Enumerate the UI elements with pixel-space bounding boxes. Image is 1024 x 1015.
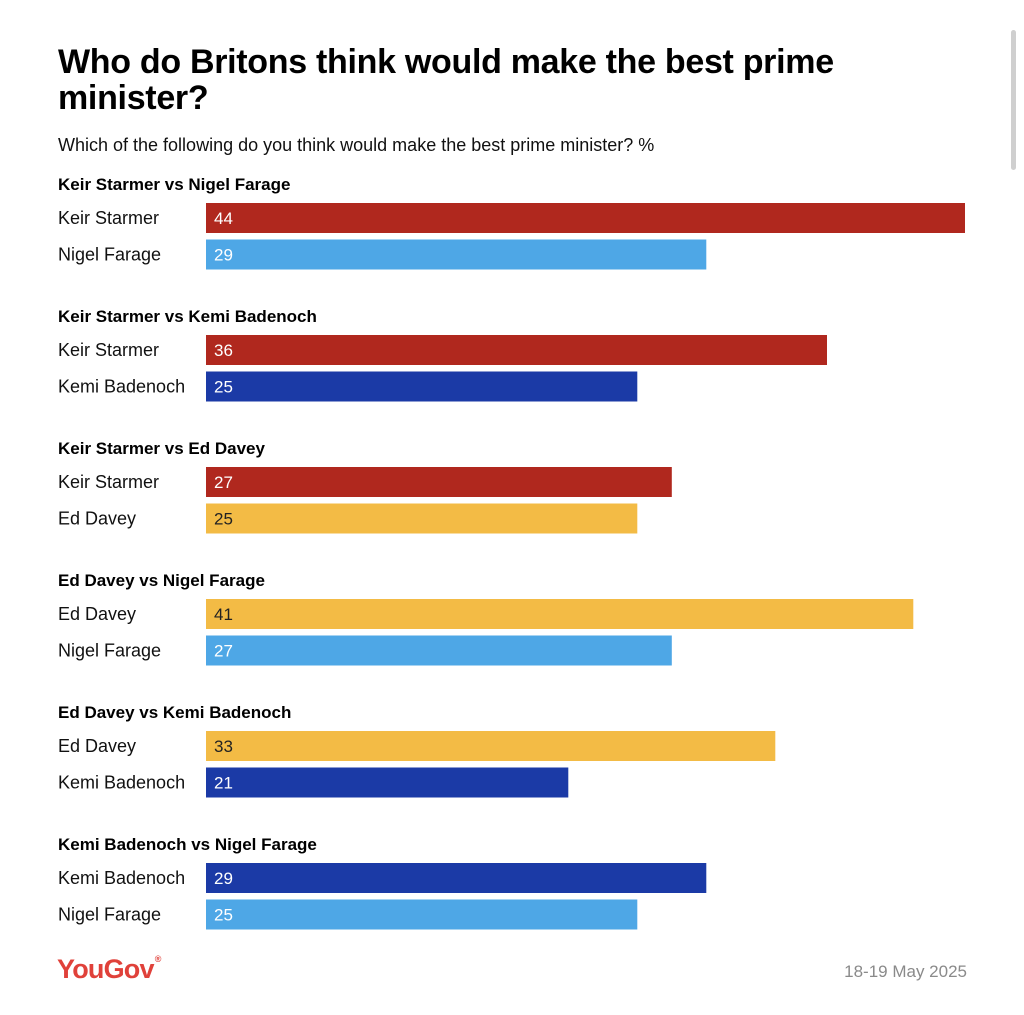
bar-value-label: 27 <box>214 642 233 661</box>
group-title: Keir Starmer vs Nigel Farage <box>58 175 290 194</box>
group-title: Keir Starmer vs Kemi Badenoch <box>58 307 317 326</box>
bar-value-label: 27 <box>214 473 233 492</box>
logo-text: YouGov <box>57 954 155 984</box>
bar <box>206 899 638 930</box>
scrollbar-thumb[interactable] <box>1011 30 1016 170</box>
chart-subtitle: Which of the following do you think woul… <box>58 135 655 155</box>
bar-category-label: Ed Davey <box>58 604 136 624</box>
fieldwork-date: 18-19 May 2025 <box>844 962 967 981</box>
bar-value-label: 25 <box>214 378 233 397</box>
bar-value-label: 25 <box>214 906 233 925</box>
bar-category-label: Nigel Farage <box>58 245 161 265</box>
bar-value-label: 44 <box>214 209 233 228</box>
bar <box>206 503 638 534</box>
logo-registered-mark: ® <box>154 954 162 964</box>
group-title: Ed Davey vs Kemi Badenoch <box>58 703 291 722</box>
bar-category-label: Ed Davey <box>58 736 136 756</box>
chart-title: Who do Britons think would make the best… <box>58 43 834 117</box>
bar-category-label: Keir Starmer <box>58 208 159 228</box>
bar <box>206 731 776 761</box>
bar-value-label: 33 <box>214 737 233 756</box>
yougov-logo: YouGov® <box>57 954 161 985</box>
bar <box>206 863 707 893</box>
bar-category-label: Nigel Farage <box>58 641 161 661</box>
bar-category-label: Kemi Badenoch <box>58 868 185 888</box>
bar-category-label: Keir Starmer <box>58 472 159 492</box>
bar-value-label: 21 <box>214 774 233 793</box>
bar-value-label: 36 <box>214 341 233 360</box>
bar <box>206 203 965 233</box>
bar-value-label: 29 <box>214 246 233 265</box>
bar-category-label: Nigel Farage <box>58 905 161 925</box>
bar <box>206 635 672 666</box>
group-title: Keir Starmer vs Ed Davey <box>58 439 265 458</box>
bar-value-label: 29 <box>214 869 233 888</box>
bar-value-label: 41 <box>214 605 233 624</box>
bar <box>206 335 827 365</box>
bar <box>206 239 707 270</box>
group-title: Kemi Badenoch vs Nigel Farage <box>58 835 317 854</box>
bar-category-label: Ed Davey <box>58 509 136 529</box>
bar <box>206 599 914 629</box>
group-title: Ed Davey vs Nigel Farage <box>58 571 265 590</box>
bar <box>206 371 638 402</box>
bar <box>206 767 569 798</box>
bar-value-label: 25 <box>214 510 233 529</box>
bar-category-label: Kemi Badenoch <box>58 377 185 397</box>
bar-category-label: Keir Starmer <box>58 340 159 360</box>
bar <box>206 467 672 497</box>
bar-category-label: Kemi Badenoch <box>58 773 185 793</box>
